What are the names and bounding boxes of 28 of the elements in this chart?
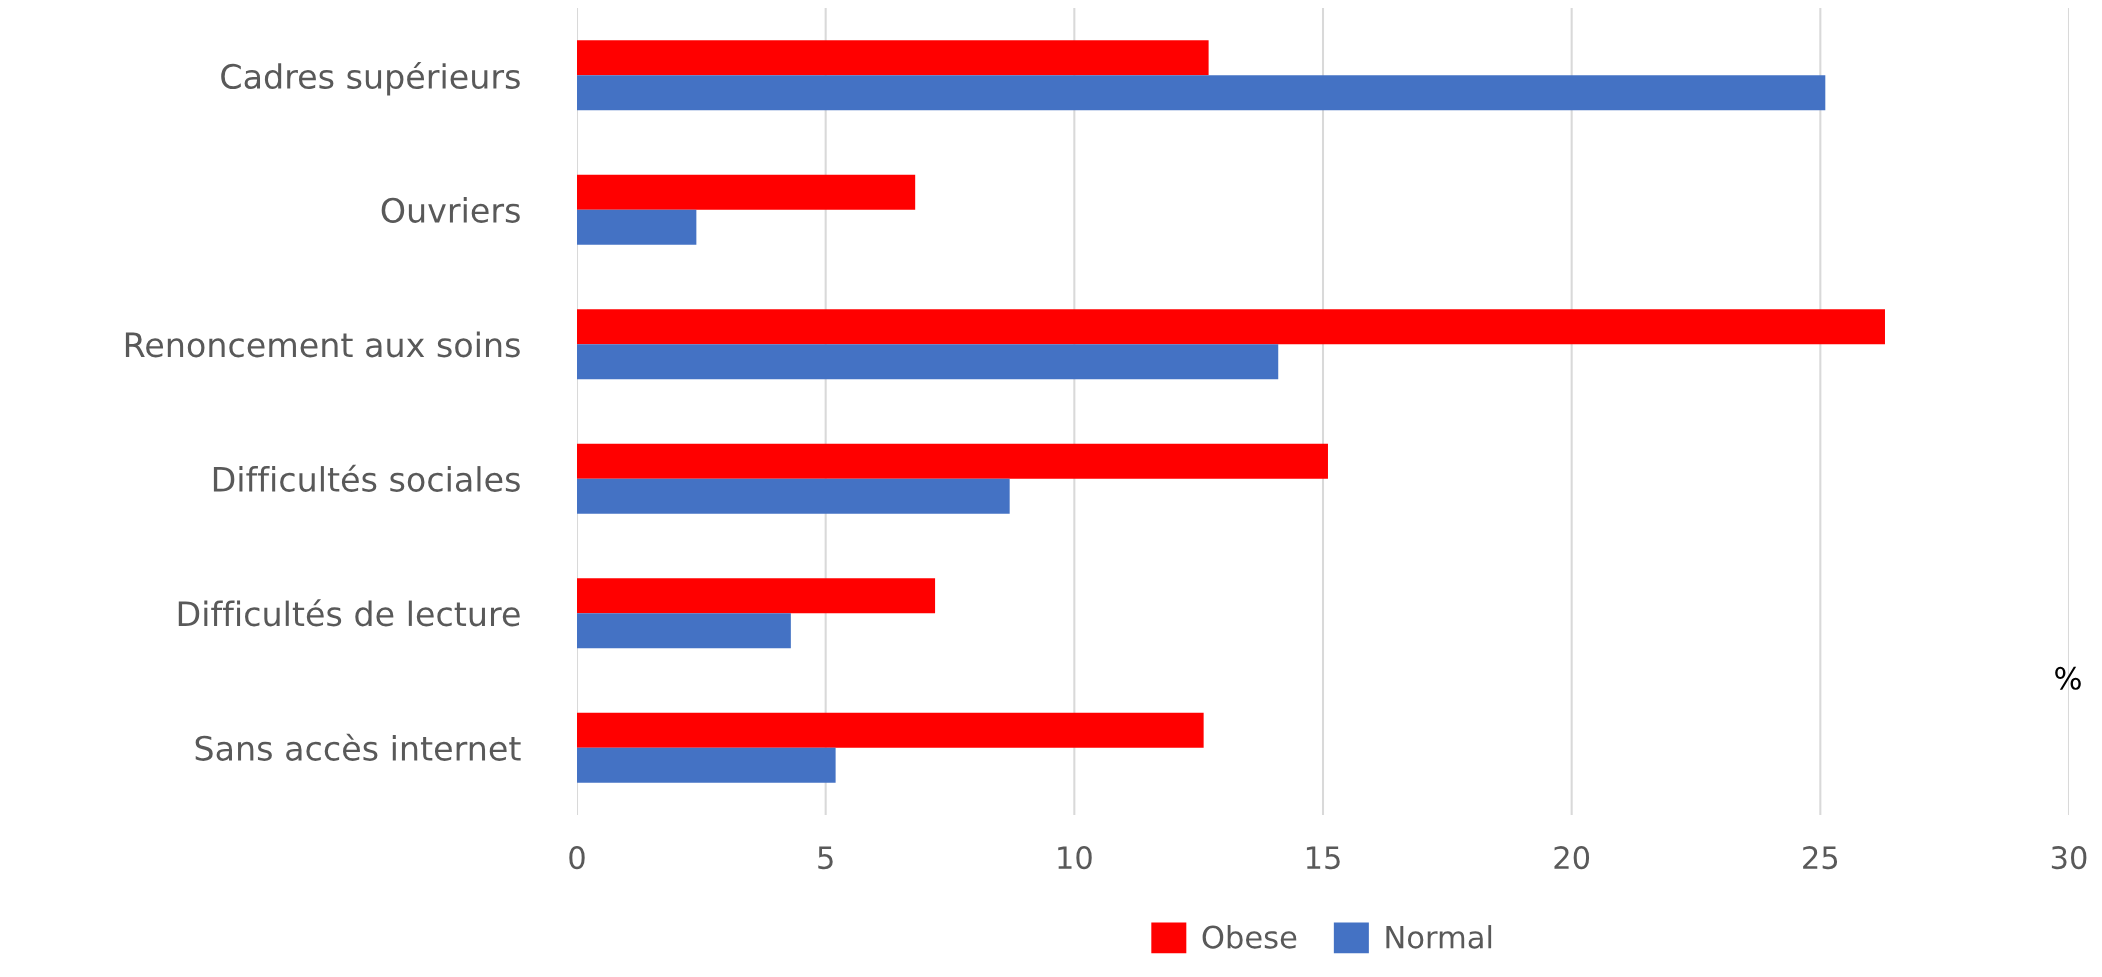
y-tick-label: Ouvriers [381, 197, 520, 223]
bar [577, 75, 1826, 111]
bar [577, 712, 1204, 748]
bar [577, 747, 836, 783]
bar [577, 613, 791, 649]
bar [577, 209, 697, 245]
bar [577, 309, 1885, 345]
x-tick-label: 30 [2051, 846, 2087, 870]
bar [577, 174, 916, 210]
bar [577, 40, 1209, 76]
y-tick-label: Sans accès internet [195, 733, 521, 761]
y-tick-label: Difficultés sociales [213, 464, 520, 492]
y-tick-label: Renoncement aux soins [125, 331, 520, 358]
x-tick-label: 25 [1803, 846, 1838, 870]
bar [577, 578, 936, 614]
x-tick-label: 5 [818, 846, 833, 870]
legend-label: Normal [1386, 925, 1492, 949]
x-tick-label: 15 [1306, 846, 1340, 870]
annotation: % [2055, 666, 2081, 690]
x-tick-label: 20 [1554, 846, 1590, 870]
x-tick-label: 0 [569, 846, 585, 870]
bar [577, 443, 1328, 479]
x-tick-label: 10 [1058, 846, 1092, 870]
legend-label: Obese [1202, 925, 1297, 949]
bar [577, 344, 1279, 380]
y-tick-label: Difficultés de lecture [178, 599, 520, 627]
y-tick-label: Cadres supérieurs [221, 61, 520, 96]
bar [577, 478, 1010, 514]
